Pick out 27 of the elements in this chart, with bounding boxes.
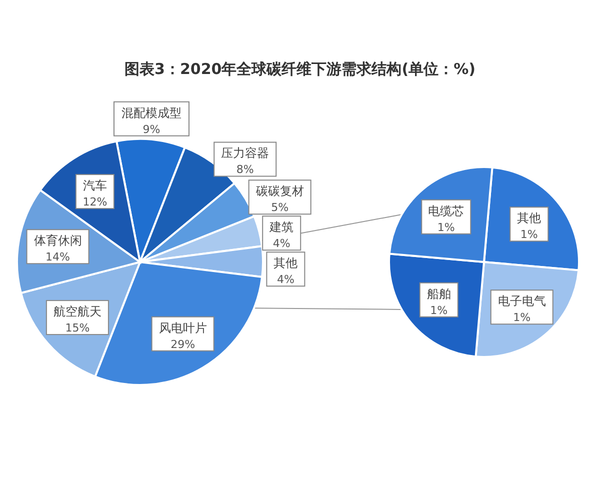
- slice-label: 航空航天: [53, 304, 102, 319]
- slice-label: 混配模成型: [121, 106, 182, 120]
- data-label: 15%: [65, 322, 90, 335]
- slice-label: 体育休闲: [34, 234, 82, 248]
- data-label: 1%: [437, 220, 455, 234]
- data-label: 4%: [276, 273, 294, 286]
- slice-label: 电缆芯: [428, 204, 464, 218]
- data-label: 4%: [272, 237, 290, 250]
- data-label: 5%: [271, 201, 289, 214]
- slice-label: 其他: [274, 256, 298, 270]
- chart-title: 图表3：2020年全球碳纤维下游需求结构(单位：%): [124, 60, 476, 78]
- data-label: 14%: [46, 250, 70, 264]
- slice-label: 风电叶片: [158, 320, 207, 335]
- data-label: 1%: [513, 311, 531, 324]
- data-label: 1%: [520, 228, 538, 242]
- data-label: 12%: [82, 196, 108, 209]
- slice-label: 碳碳复材: [254, 184, 304, 198]
- slice-label: 其他: [517, 211, 542, 226]
- slice-label: 压力容器: [221, 146, 270, 160]
- slice-label: 建筑: [268, 220, 294, 234]
- data-label: 8%: [236, 163, 254, 176]
- data-label: 9%: [142, 122, 160, 136]
- slice-label: 汽车: [82, 178, 107, 193]
- data-label: 1%: [430, 304, 448, 317]
- slice-label: 电子电气: [498, 294, 546, 308]
- slice-label: 船舶: [426, 286, 451, 301]
- data-label: 29%: [170, 338, 196, 351]
